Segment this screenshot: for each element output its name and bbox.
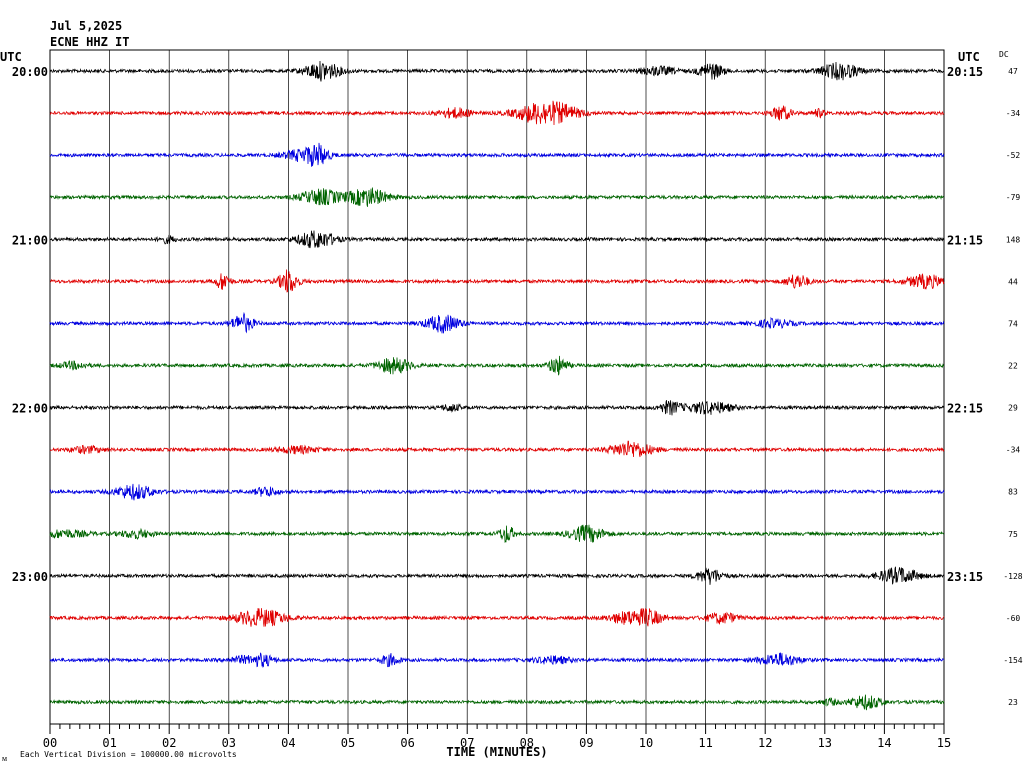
x-tick-label: 00 xyxy=(43,736,57,750)
x-tick-label: 01 xyxy=(102,736,116,750)
left-hour-label: 22:00 xyxy=(12,402,48,416)
right-utc-label: UTC xyxy=(958,50,980,64)
plot-frame xyxy=(49,49,945,725)
dc-offset-value: 22 xyxy=(1008,361,1018,370)
trace-row-13 xyxy=(49,566,945,585)
dc-label: DC xyxy=(999,50,1009,59)
dc-offset-value: 29 xyxy=(1008,404,1018,413)
dc-offset-value: -34 xyxy=(1006,109,1021,118)
trace-row-16 xyxy=(49,694,945,711)
x-tick-label: 10 xyxy=(639,736,653,750)
trace-row-9 xyxy=(49,400,945,416)
trace-row-6 xyxy=(49,269,945,293)
x-tick-label: 06 xyxy=(400,736,414,750)
trace-row-14 xyxy=(49,608,945,627)
x-tick-label: 12 xyxy=(758,736,772,750)
dc-offset-value: 47 xyxy=(1008,67,1018,76)
x-tick-label: 11 xyxy=(698,736,712,750)
x-tick-label: 03 xyxy=(222,736,236,750)
left-hour-label: 21:00 xyxy=(12,233,48,247)
x-tick-label: 09 xyxy=(579,736,593,750)
right-hour-label: 22:15 xyxy=(947,402,983,416)
trace-row-15 xyxy=(49,652,945,668)
x-tick-label: 08 xyxy=(520,736,534,750)
station-id: ECNE HHZ IT xyxy=(50,35,130,49)
dc-offset-value: 148 xyxy=(1006,235,1021,244)
right-hour-label: 21:15 xyxy=(947,233,983,247)
dc-offset-value: 23 xyxy=(1008,698,1018,707)
trace-row-7 xyxy=(49,311,945,334)
x-tick-label: 04 xyxy=(281,736,295,750)
dc-offset-value: 44 xyxy=(1008,277,1018,286)
x-tick-label: 05 xyxy=(341,736,355,750)
dc-offset-value: -79 xyxy=(1006,193,1021,202)
dc-offset-value: -128 xyxy=(1003,572,1022,581)
x-axis-label: TIME (MINUTES) xyxy=(446,745,547,759)
trace-row-12 xyxy=(49,524,945,543)
dc-offset-value: -60 xyxy=(1006,614,1021,623)
trace-row-4 xyxy=(49,187,945,207)
trace-row-10 xyxy=(49,440,945,458)
dc-offset-value: 83 xyxy=(1008,488,1018,497)
trace-row-11 xyxy=(49,483,945,501)
dc-offset-value: -34 xyxy=(1006,446,1021,455)
x-tick-label: 07 xyxy=(460,736,474,750)
left-hour-label: 20:00 xyxy=(12,65,48,79)
trace-row-2 xyxy=(49,100,945,126)
x-tick-label: 15 xyxy=(937,736,951,750)
dc-offset-value: 74 xyxy=(1008,319,1018,328)
dc-offset-value: -52 xyxy=(1006,151,1021,160)
x-tick-label: 14 xyxy=(877,736,891,750)
right-hour-label: 23:15 xyxy=(947,570,983,584)
x-tick-label: 13 xyxy=(818,736,832,750)
right-hour-label: 20:15 xyxy=(947,65,983,79)
trace-row-5 xyxy=(49,230,945,249)
corner-mark: ᴍ xyxy=(2,754,8,763)
x-tick-label: 02 xyxy=(162,736,176,750)
left-hour-label: 23:00 xyxy=(12,570,48,584)
trace-row-8 xyxy=(49,355,945,376)
dc-offset-value: 75 xyxy=(1008,530,1018,539)
trace-row-3 xyxy=(49,142,945,167)
dc-offset-value: -154 xyxy=(1003,656,1022,665)
scale-note: Each Vertical Division = 100000.00 micro… xyxy=(20,750,237,759)
left-utc-label: UTC xyxy=(0,50,22,64)
trace-row-1 xyxy=(49,60,945,82)
record-date: Jul 5,2025 xyxy=(50,19,123,33)
